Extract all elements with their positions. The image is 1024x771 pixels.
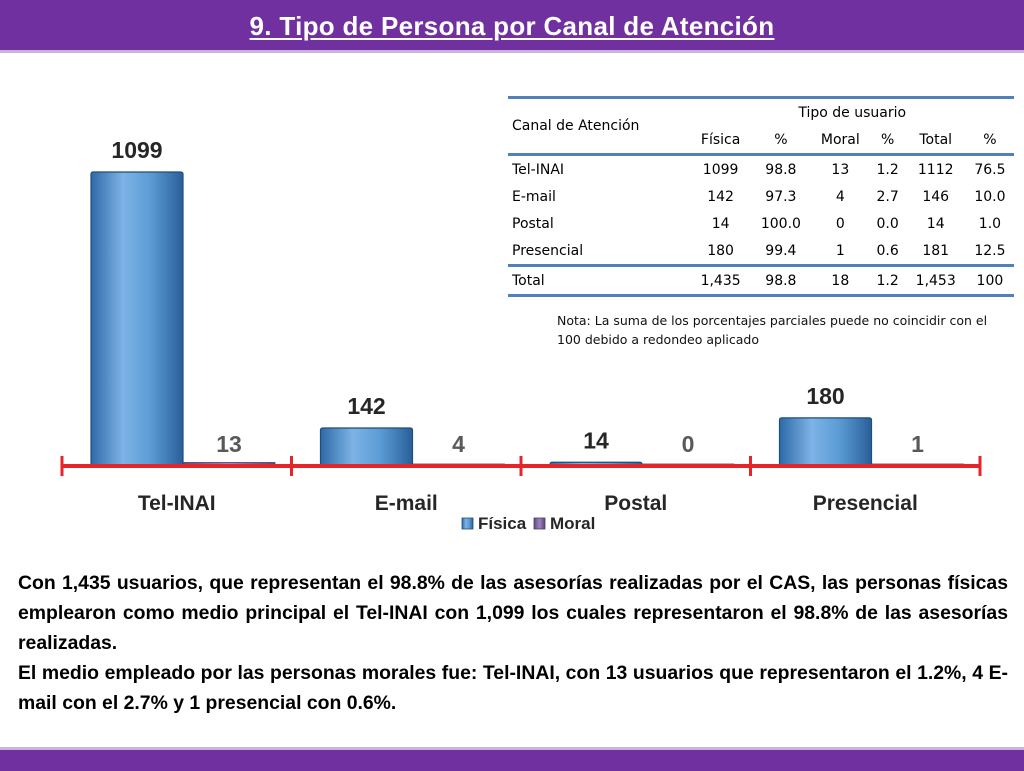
table-cell: 181 <box>922 242 950 259</box>
table-row: Postal 14 100.0 0 0.0 14 1.0 <box>508 210 1014 237</box>
bar-fisica <box>778 417 873 467</box>
table-cell: 142 <box>707 188 734 205</box>
row-label: Presencial <box>512 242 584 259</box>
summary-paragraph: Con 1,435 usuarios, que representan el 9… <box>18 572 1008 654</box>
legend-label-moral: Moral <box>550 514 595 533</box>
bar-fisica <box>319 427 414 467</box>
table-cell: 76.5 <box>974 161 1006 178</box>
x-tick-label: Presencial <box>813 492 918 515</box>
data-label-fisica: 14 <box>583 427 609 453</box>
col-header: Total <box>905 126 966 156</box>
table-cell: 180 <box>707 242 734 259</box>
table-cell: 0.0 <box>876 215 899 232</box>
table-cell: 1112 <box>917 161 954 178</box>
row-label: Tel-INAI <box>512 161 565 178</box>
table-cell: 100 <box>965 264 1014 297</box>
data-label-fisica: 180 <box>806 383 844 409</box>
table-cell: 1,435 <box>690 264 751 297</box>
table-cell: 0.6 <box>876 242 899 259</box>
table-cell: 1 <box>835 242 845 259</box>
col-header: % <box>965 126 1014 156</box>
data-label-fisica: 142 <box>347 393 385 419</box>
table-row: E-mail 142 97.3 4 2.7 146 10.0 <box>508 183 1014 210</box>
x-tick-label: Tel-INAI <box>138 492 216 515</box>
table-cell: 2.7 <box>876 188 899 205</box>
summary-paragraph: El medio empleado por las personas moral… <box>18 662 1008 714</box>
table-cell: 99.4 <box>765 242 797 259</box>
col-header: Moral <box>811 126 870 156</box>
row-label: E-mail <box>512 188 556 205</box>
page-title: 9. Tipo de Persona por Canal de Atención <box>249 11 775 41</box>
table-cell: 14 <box>711 215 730 232</box>
table-subheader-row: Física % Moral % Total % <box>508 126 1014 156</box>
col-header: Física <box>690 126 751 156</box>
data-table: Canal de Atención Tipo de usuario Física… <box>508 96 1014 297</box>
header-tipo-usuario: Tipo de usuario <box>690 96 1014 126</box>
col-header: % <box>869 126 906 156</box>
table-cell: 1.2 <box>876 161 899 178</box>
legend-swatch-fisica <box>461 517 474 530</box>
data-label-fisica: 1099 <box>111 137 162 163</box>
table-total-row: Total 1,435 98.8 18 1.2 1,453 100 <box>508 264 1014 297</box>
table-cell: 1.0 <box>978 215 1002 232</box>
table-note: Nota: La suma de los porcentajes parcial… <box>557 313 988 347</box>
x-tick-label: E-mail <box>375 492 438 515</box>
table-cell: 14 <box>926 215 945 232</box>
table-cell: 13 <box>831 161 850 178</box>
table-cell: 10.0 <box>974 188 1006 205</box>
footer-bar <box>0 747 1024 771</box>
data-label-moral: 1 <box>911 431 924 457</box>
table-row: Tel-INAI 1099 98.8 13 1.2 1112 76.5 <box>508 155 1014 184</box>
col-header: % <box>750 126 812 156</box>
table-cell: 98.8 <box>765 161 797 178</box>
table-cell: 100.0 <box>760 215 801 232</box>
data-label-moral: 4 <box>452 431 465 457</box>
table-cell: 97.3 <box>765 188 797 205</box>
data-label-moral: 0 <box>682 431 695 457</box>
table-cell: 0 <box>835 215 845 232</box>
table-cell: 1.2 <box>869 264 906 297</box>
title-bar: 9. Tipo de Persona por Canal de Atención <box>0 0 1024 53</box>
table-cell: 1,453 <box>905 264 966 297</box>
row-label: Postal <box>512 215 554 232</box>
table-cell: 98.8 <box>750 264 812 297</box>
data-label-moral: 13 <box>216 431 242 457</box>
table-cell: 4 <box>835 188 845 205</box>
header-canal: Canal de Atención <box>508 96 691 156</box>
table-row: Presencial 180 99.4 1 0.6 181 12.5 <box>508 237 1014 266</box>
summary-text: Con 1,435 usuarios, que representan el 9… <box>18 568 1008 718</box>
x-tick-label: Postal <box>604 492 667 515</box>
row-label: Total <box>508 264 691 297</box>
legend-swatch-moral <box>533 517 546 530</box>
table-cell: 146 <box>922 188 950 205</box>
table-header-row: Canal de Atención Tipo de usuario <box>508 96 1014 156</box>
bar-fisica <box>90 171 184 467</box>
table-cell: 1099 <box>702 161 739 178</box>
table-cell: 12.5 <box>974 242 1006 259</box>
legend-label-fisica: Física <box>478 514 527 533</box>
table-cell: 18 <box>811 264 870 297</box>
